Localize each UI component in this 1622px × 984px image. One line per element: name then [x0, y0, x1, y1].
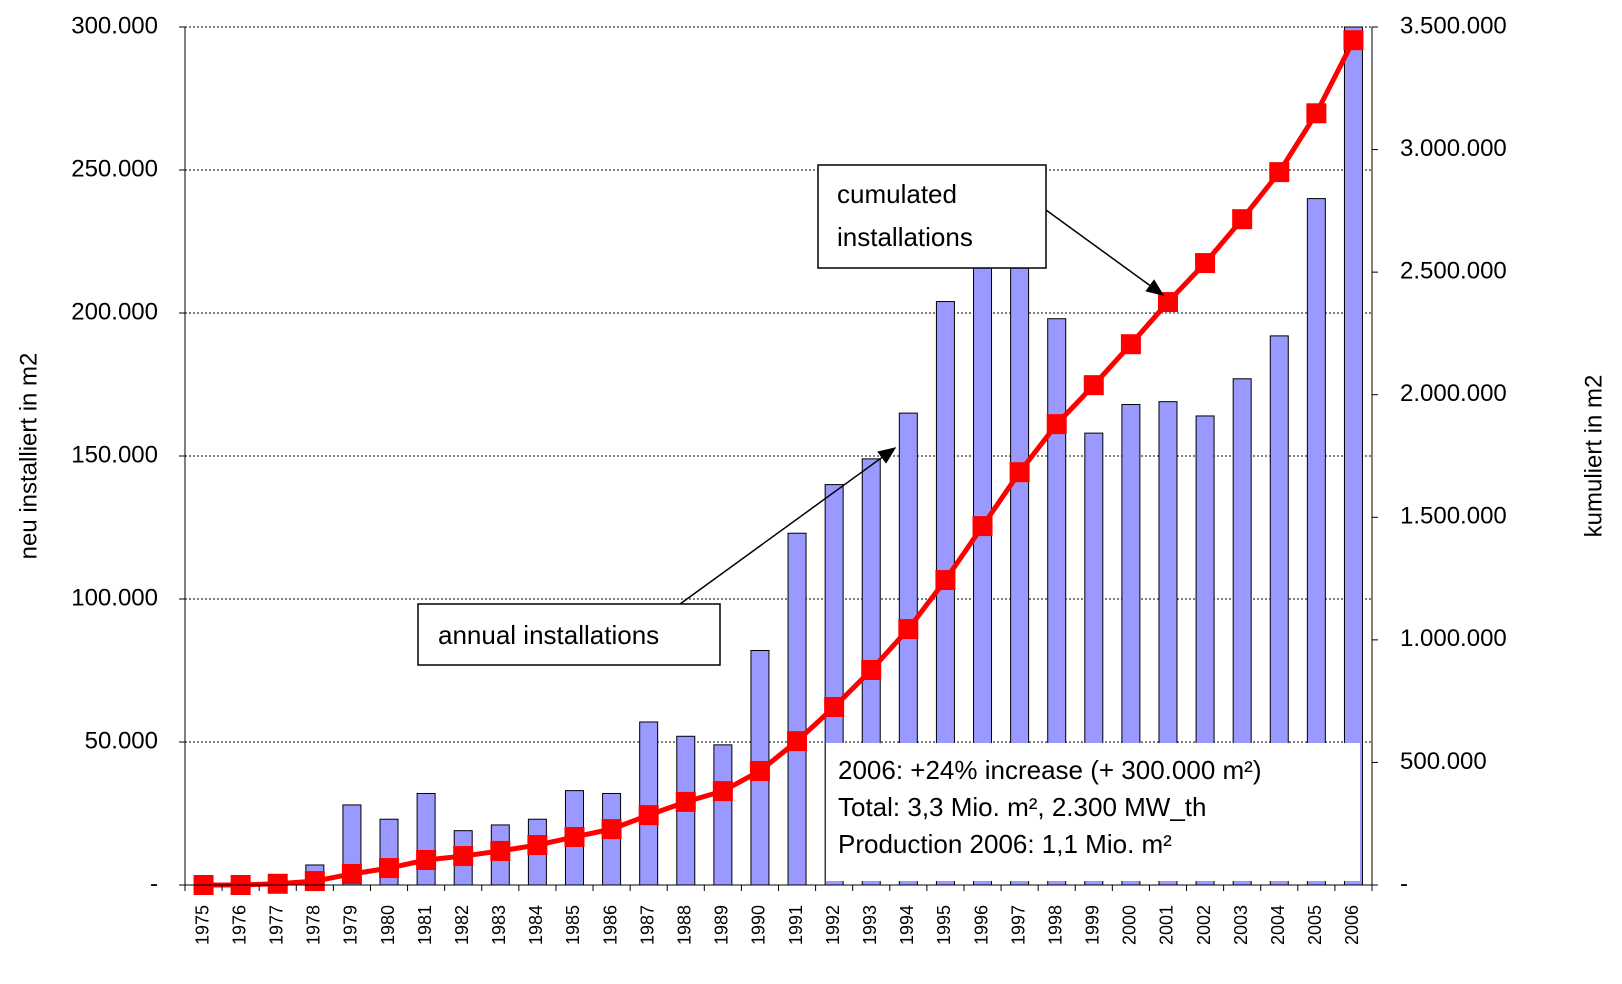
marker	[1232, 209, 1253, 230]
marker	[675, 791, 696, 812]
annotation-text: cumulated	[837, 179, 957, 209]
marker	[972, 516, 993, 537]
marker	[712, 781, 733, 802]
marker	[1046, 414, 1067, 435]
y-tick-label: -	[150, 870, 158, 897]
marker	[1269, 162, 1290, 183]
y-tick-label: 150.000	[71, 441, 158, 468]
y2-tick-label: 500.000	[1400, 748, 1487, 775]
marker	[1083, 375, 1104, 396]
x-tick-label: 2004	[1268, 905, 1288, 945]
x-tick-label: 2001	[1157, 905, 1177, 945]
annotation-text: Total: 3,3 Mio. m², 2.300 MW_th	[838, 792, 1206, 822]
x-tick-label: 1980	[378, 905, 398, 945]
arrow	[1045, 209, 1165, 296]
annotation-text: Production 2006: 1,1 Mio. m²	[838, 829, 1172, 859]
x-tick-label: 2002	[1194, 905, 1214, 945]
marker	[416, 849, 437, 870]
marker	[787, 731, 808, 752]
marker	[638, 805, 659, 826]
x-tick-label: 1987	[637, 905, 657, 945]
bar	[602, 792, 622, 886]
y2-tick-label: -	[1400, 870, 1408, 897]
marker	[527, 835, 548, 856]
marker	[824, 697, 845, 718]
marker	[267, 873, 288, 894]
y-tick-label: 300.000	[71, 12, 158, 39]
marker	[1343, 30, 1364, 51]
marker	[1157, 292, 1178, 313]
marker	[490, 840, 511, 861]
marker	[453, 846, 474, 867]
x-tick-label: 1986	[600, 905, 620, 945]
x-tick-label: 1991	[786, 905, 806, 945]
x-tick-label: 1975	[192, 905, 212, 945]
annotation-text: installations	[837, 222, 973, 252]
marker	[861, 660, 882, 681]
x-tick-label: 2003	[1231, 905, 1251, 945]
bar	[639, 721, 659, 886]
x-tick-label: 1996	[971, 905, 991, 945]
x-tick-label: 1998	[1045, 905, 1065, 945]
y-tick-label: 50.000	[85, 727, 158, 754]
marker	[1195, 253, 1216, 274]
x-tick-label: 1990	[749, 905, 769, 945]
marker	[304, 871, 325, 892]
annotation-text: annual installations	[438, 620, 659, 650]
annotation-box	[817, 164, 1047, 269]
bar	[713, 744, 733, 886]
x-tick-label: 1989	[712, 905, 732, 945]
y-tick-label: 200.000	[71, 298, 158, 325]
marker	[341, 863, 362, 884]
y2-tick-label: 1.000.000	[1400, 625, 1507, 652]
x-tick-label: 1992	[823, 905, 843, 945]
annotation-box	[417, 603, 721, 666]
y2-tick-label: 2.500.000	[1400, 257, 1507, 284]
marker	[749, 761, 770, 782]
x-tick-label: 1994	[897, 905, 917, 945]
x-tick-label: 1999	[1083, 905, 1103, 945]
y-tick-label: 250.000	[71, 155, 158, 182]
x-tick-label: 1988	[675, 905, 695, 945]
y2-tick-label: 3.000.000	[1400, 135, 1507, 162]
x-tick-label: 1983	[489, 905, 509, 945]
arrow	[679, 447, 897, 605]
bar	[416, 792, 436, 886]
x-tick-label: 2006	[1342, 905, 1362, 945]
y2-tick-label: 2.000.000	[1400, 380, 1507, 407]
x-tick-label: 2000	[1120, 905, 1140, 945]
marker	[935, 570, 956, 591]
y2-axis-label: kumuliert in m2	[1580, 375, 1607, 538]
x-tick-label: 2005	[1305, 905, 1325, 945]
x-tick-label: 1995	[934, 905, 954, 945]
x-tick-label: 1982	[452, 905, 472, 945]
marker	[898, 619, 919, 640]
marker	[1009, 462, 1030, 483]
x-tick-label: 1977	[266, 905, 286, 945]
x-tick-label: 1993	[860, 905, 880, 945]
marker	[1120, 334, 1141, 355]
marker	[379, 858, 400, 879]
marker	[601, 819, 622, 840]
bar	[787, 532, 807, 886]
annotation-text: 2006: +24% increase (+ 300.000 m²)	[838, 755, 1261, 785]
x-tick-label: 1976	[229, 905, 249, 945]
marker	[1306, 103, 1327, 124]
marker	[564, 826, 585, 847]
y2-tick-label: 3.500.000	[1400, 12, 1507, 39]
x-tick-label: 1979	[341, 905, 361, 945]
info-box	[826, 743, 1360, 881]
y2-tick-label: 1.500.000	[1400, 503, 1507, 530]
x-tick-label: 1981	[415, 905, 435, 945]
x-tick-label: 1984	[526, 905, 546, 945]
x-tick-label: 1997	[1008, 905, 1028, 945]
y-tick-label: 100.000	[71, 584, 158, 611]
y-axis-label: neu installiert in m2	[15, 353, 42, 560]
x-tick-label: 1985	[563, 905, 583, 945]
x-tick-label: 1978	[304, 905, 324, 945]
